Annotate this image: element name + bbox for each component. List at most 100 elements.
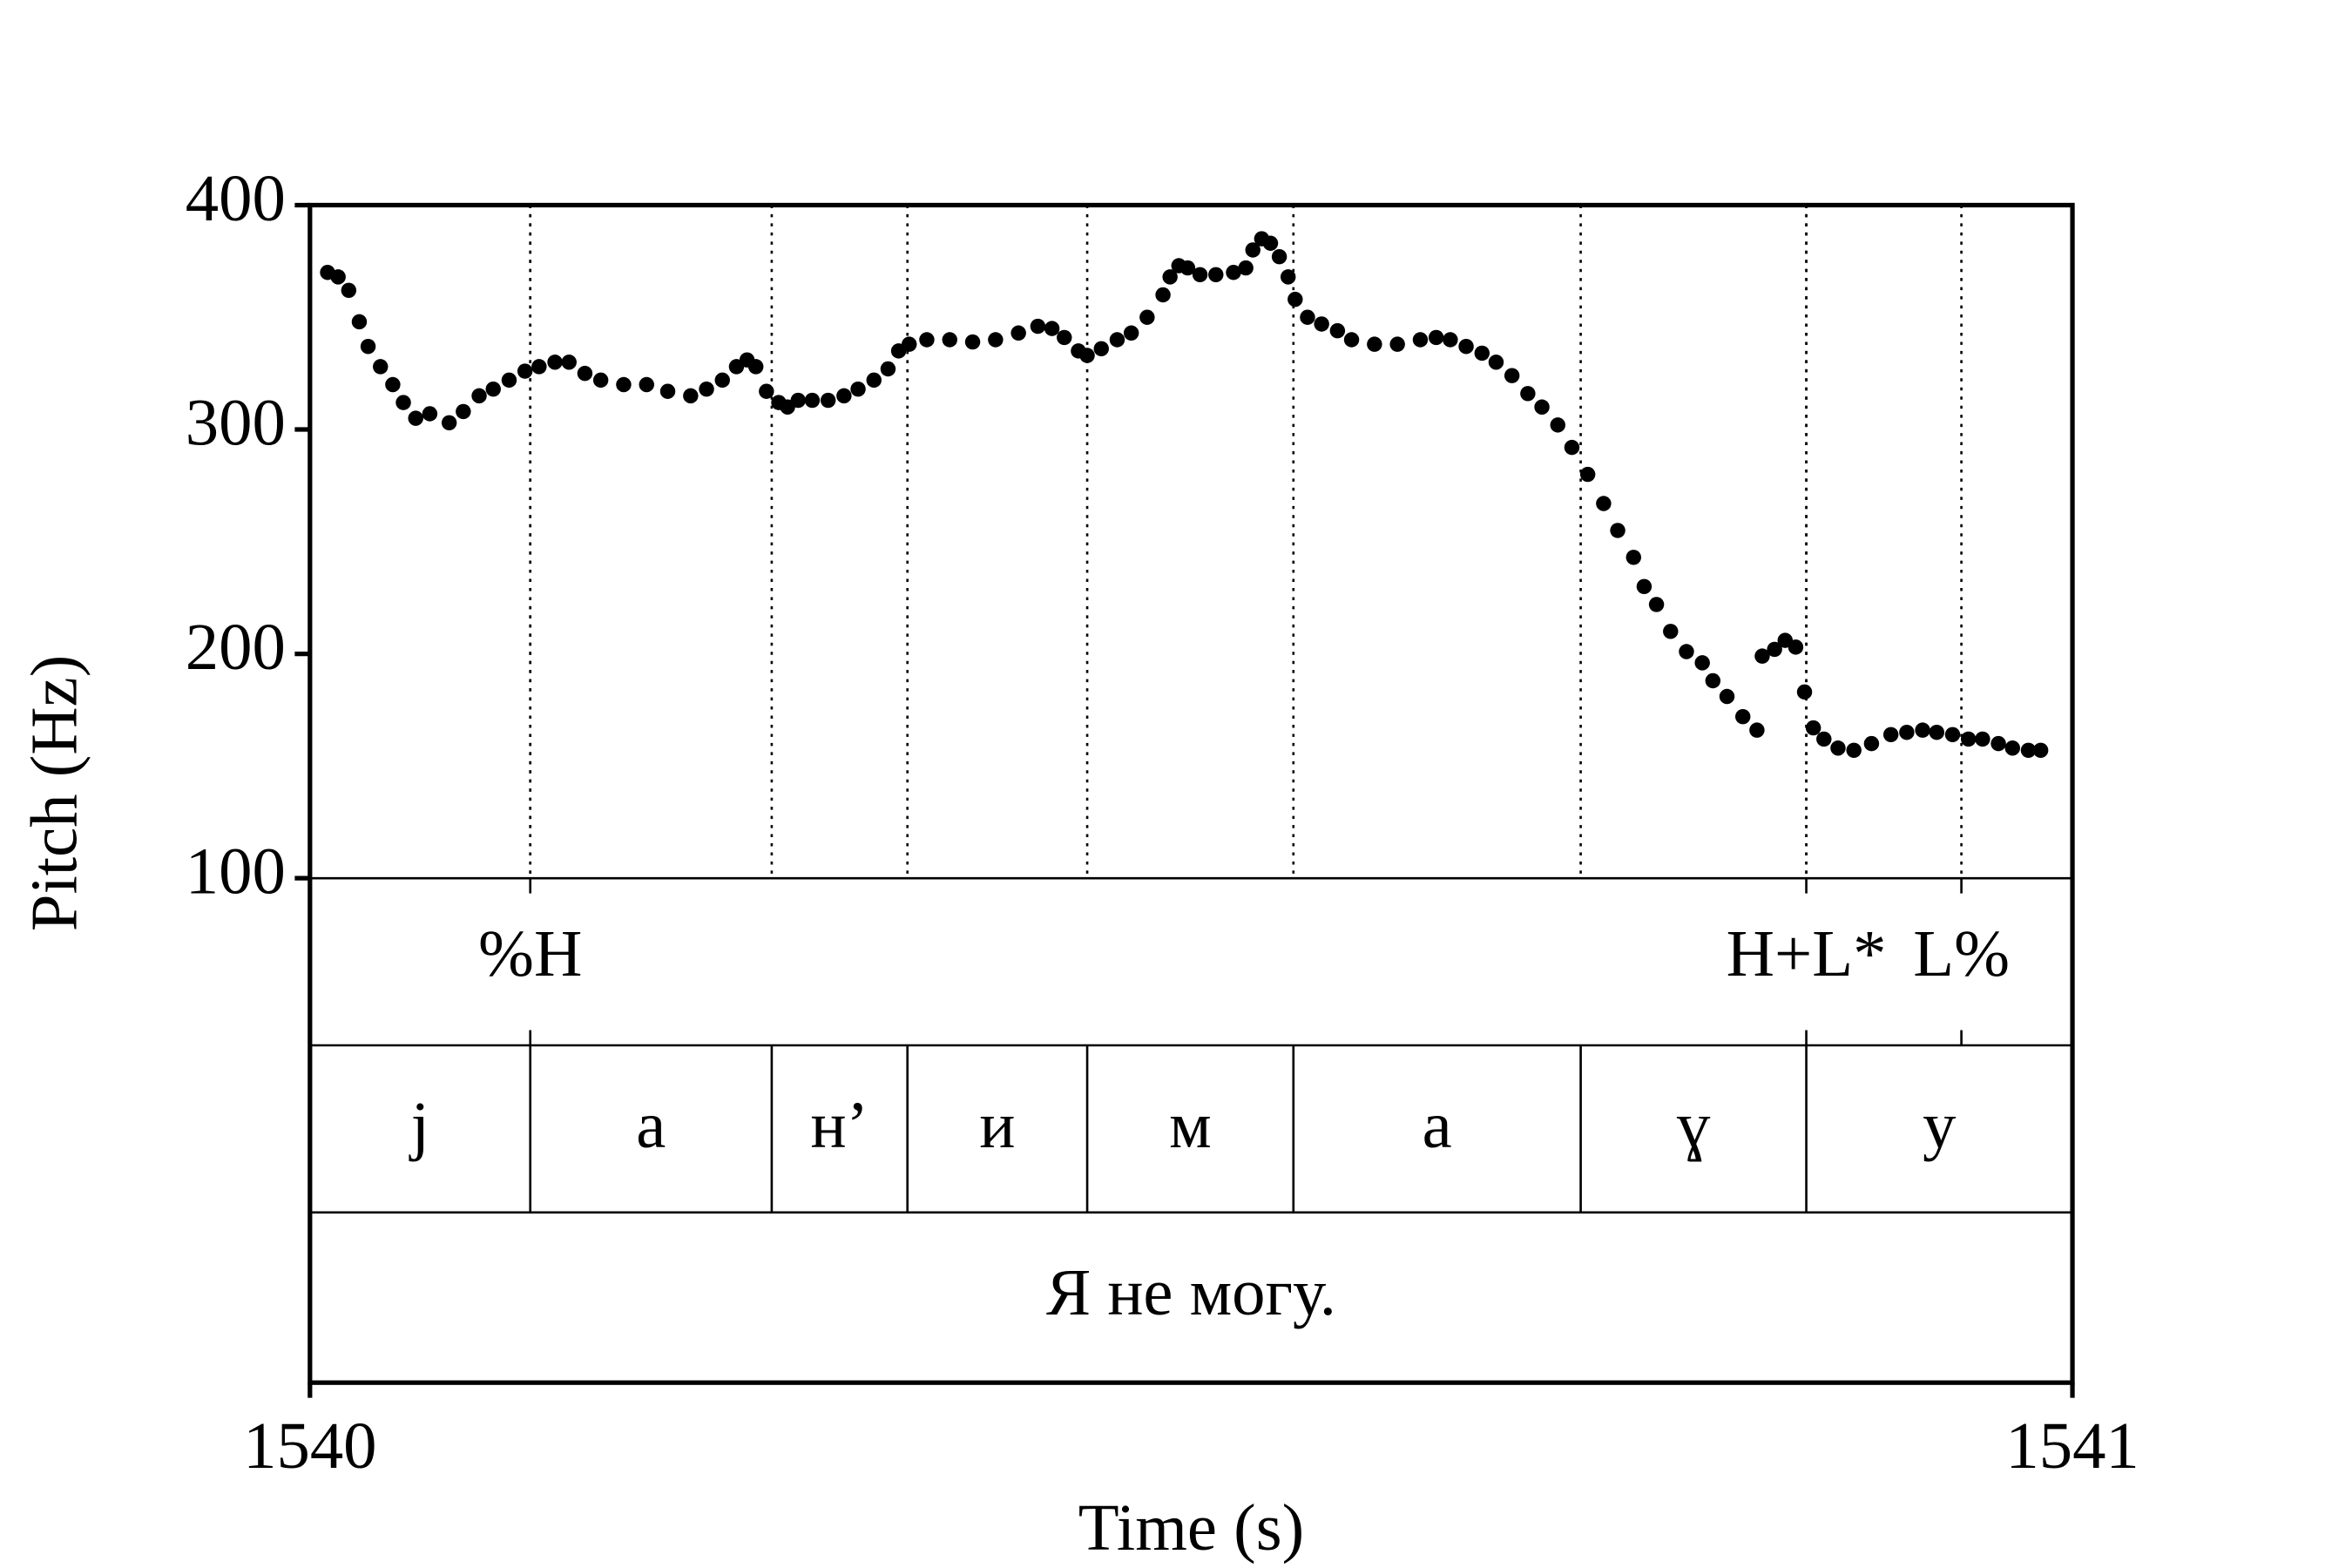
pitch-point xyxy=(1663,624,1679,639)
x-axis-label: Time (s) xyxy=(1078,1490,1304,1565)
pitch-point xyxy=(1300,309,1315,325)
segment-label: j xyxy=(409,1088,429,1162)
pitch-point xyxy=(639,376,654,393)
pitch-point xyxy=(531,359,547,375)
pitch-point xyxy=(1816,731,1832,747)
pitch-point xyxy=(866,372,882,389)
pitch-point xyxy=(1093,341,1109,357)
pitch-point xyxy=(1596,496,1612,511)
segment-label: и xyxy=(979,1088,1015,1162)
pitch-point xyxy=(759,383,774,399)
pitch-point xyxy=(1010,325,1026,341)
pitch-point xyxy=(1030,318,1046,335)
pitch-point xyxy=(902,336,917,352)
pitch-point xyxy=(1139,309,1155,325)
pitch-point xyxy=(1226,265,1241,280)
pitch-point xyxy=(395,395,411,410)
pitch-point xyxy=(1805,720,1821,736)
pitch-point xyxy=(1788,639,1804,655)
pitch-point xyxy=(1625,550,1641,565)
pitch-point xyxy=(471,388,487,404)
pitch-point xyxy=(456,403,471,420)
pitch-point xyxy=(422,406,438,422)
pitch-point xyxy=(1534,399,1550,415)
pitch-point xyxy=(441,415,457,431)
pitch-point xyxy=(790,392,806,409)
pitch-point xyxy=(699,381,714,397)
pitch-point xyxy=(1079,348,1095,363)
pitch-point xyxy=(547,355,563,370)
tone-label: H+L* xyxy=(1727,916,1887,990)
pitch-point xyxy=(1990,735,2006,752)
pitch-point xyxy=(1754,648,1770,664)
pitch-point xyxy=(330,269,346,285)
pitch-point xyxy=(1679,644,1694,659)
pitch-point xyxy=(1458,339,1474,355)
pitch-point xyxy=(1975,731,1990,747)
y-tick-label: 400 xyxy=(186,161,286,235)
segment-label: y xyxy=(1923,1088,1957,1162)
pitch-point xyxy=(1846,742,1862,759)
pitch-point xyxy=(341,282,357,299)
pitch-point xyxy=(1179,260,1196,276)
pitch-point xyxy=(517,363,533,379)
pitch-point xyxy=(360,339,376,355)
pitch-point xyxy=(1155,287,1171,303)
tone-label: L% xyxy=(1913,916,2010,990)
x-tick-label: 1541 xyxy=(2005,1409,2139,1483)
pitch-point xyxy=(1767,641,1782,658)
tone-label: %H xyxy=(478,916,582,990)
word-label: Я не могу. xyxy=(1046,1255,1336,1329)
pitch-point xyxy=(850,381,866,397)
pitch-point xyxy=(373,359,389,375)
pitch-point xyxy=(1705,672,1721,689)
pitch-point xyxy=(1579,466,1596,483)
pitch-point xyxy=(1899,725,1915,740)
pitch-point xyxy=(1262,235,1279,251)
pitch-point xyxy=(1271,248,1288,265)
pitch-point xyxy=(1648,597,1665,612)
pitch-point xyxy=(942,332,957,348)
pitch-point xyxy=(1109,332,1125,348)
segment-label: a xyxy=(636,1088,666,1162)
pitch-point xyxy=(747,359,764,375)
segment-label: н’ xyxy=(810,1088,868,1162)
pitch-point xyxy=(1863,735,1880,752)
x-tick-label: 1540 xyxy=(243,1409,376,1483)
pitch-point xyxy=(919,332,935,348)
pitch-point xyxy=(616,376,632,393)
pitch-point xyxy=(1208,267,1224,283)
pitch-point xyxy=(1123,325,1139,341)
pitch-point xyxy=(836,388,852,404)
pitch-point xyxy=(1915,722,1930,738)
pitch-point xyxy=(1474,345,1490,362)
segment-label: a xyxy=(1423,1088,1452,1162)
pitch-point xyxy=(1694,655,1710,671)
pitch-point xyxy=(714,372,730,389)
pitch-point xyxy=(385,376,401,393)
y-tick-label: 100 xyxy=(186,835,286,909)
pitch-point xyxy=(1749,722,1765,738)
y-axis-label: Pitch (Hz) xyxy=(17,655,91,932)
pitch-point xyxy=(1281,269,1296,285)
pitch-point xyxy=(1719,688,1735,705)
pitch-point xyxy=(1245,242,1260,258)
pitch-point xyxy=(1428,329,1444,346)
pitch-point xyxy=(1636,578,1652,595)
pitch-point xyxy=(501,372,517,389)
pitch-point xyxy=(659,383,676,399)
pitch-point xyxy=(1944,727,1961,743)
pitch-point xyxy=(408,410,423,426)
pitch-point xyxy=(1610,523,1625,538)
pitch-point xyxy=(1443,332,1458,348)
frame xyxy=(308,202,2075,1385)
pitch-point xyxy=(1564,439,1580,456)
pitch-point xyxy=(1504,368,1520,383)
pitch-point xyxy=(1057,329,1072,346)
pitch-point xyxy=(820,392,836,409)
pitch-point xyxy=(1288,291,1303,308)
pitch-point xyxy=(1796,684,1813,700)
pitch-point xyxy=(1314,316,1329,332)
